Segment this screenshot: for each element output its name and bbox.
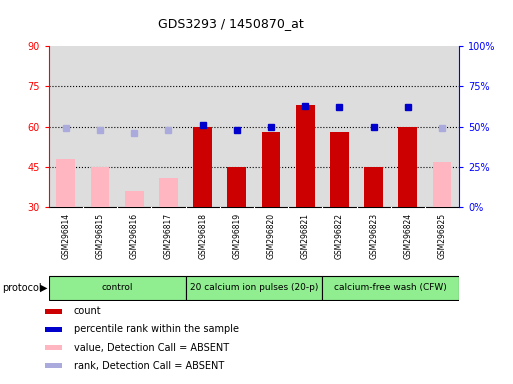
- Bar: [432, 162, 451, 207]
- Text: control: control: [102, 283, 133, 292]
- Text: GSM296823: GSM296823: [369, 213, 378, 259]
- Bar: [262, 132, 281, 207]
- Bar: [296, 105, 314, 207]
- Text: percentile rank within the sample: percentile rank within the sample: [74, 324, 239, 334]
- Bar: [186, 276, 322, 300]
- Text: GSM296825: GSM296825: [438, 213, 446, 259]
- Bar: [399, 127, 417, 207]
- Bar: [45, 309, 63, 314]
- Bar: [330, 132, 349, 207]
- Text: GSM296817: GSM296817: [164, 213, 173, 259]
- Text: GSM296818: GSM296818: [198, 213, 207, 259]
- Text: rank, Detection Call = ABSENT: rank, Detection Call = ABSENT: [74, 361, 224, 371]
- Text: GSM296821: GSM296821: [301, 213, 310, 259]
- Text: GSM296824: GSM296824: [403, 213, 412, 259]
- Text: 20 calcium ion pulses (20-p): 20 calcium ion pulses (20-p): [190, 283, 318, 292]
- Text: GDS3293 / 1450870_at: GDS3293 / 1450870_at: [158, 17, 304, 30]
- Text: value, Detection Call = ABSENT: value, Detection Call = ABSENT: [74, 343, 229, 353]
- Bar: [364, 167, 383, 207]
- Text: count: count: [74, 306, 101, 316]
- Bar: [56, 159, 75, 207]
- Bar: [45, 327, 63, 332]
- Text: ▶: ▶: [40, 283, 48, 293]
- Bar: [159, 178, 178, 207]
- Text: calcium-free wash (CFW): calcium-free wash (CFW): [334, 283, 447, 292]
- Bar: [322, 276, 459, 300]
- Bar: [193, 127, 212, 207]
- Bar: [91, 167, 109, 207]
- Text: protocol: protocol: [3, 283, 42, 293]
- Bar: [125, 191, 144, 207]
- Text: GSM296814: GSM296814: [62, 213, 70, 259]
- Text: GSM296820: GSM296820: [267, 213, 275, 259]
- Text: GSM296822: GSM296822: [335, 213, 344, 259]
- Bar: [45, 345, 63, 350]
- Text: GSM296815: GSM296815: [95, 213, 105, 259]
- Bar: [49, 276, 186, 300]
- Text: GSM296819: GSM296819: [232, 213, 241, 259]
- Text: GSM296816: GSM296816: [130, 213, 139, 259]
- Bar: [45, 363, 63, 368]
- Bar: [227, 167, 246, 207]
